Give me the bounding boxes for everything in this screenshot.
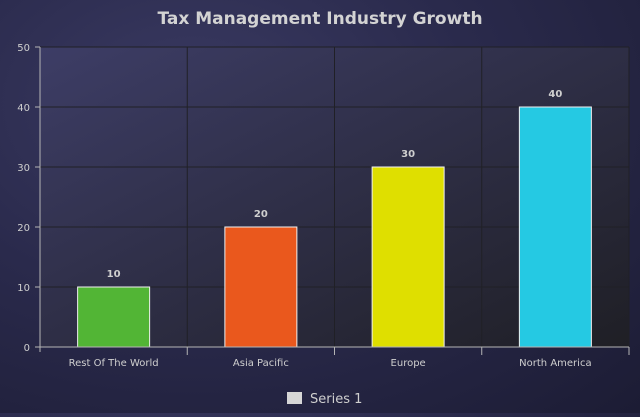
bar[interactable]: [518, 106, 592, 348]
y-tick-label: 50: [17, 43, 30, 54]
data-label: 30: [401, 149, 415, 160]
y-tick-label: 40: [17, 103, 30, 114]
x-tick-labels: Rest Of The World Asia Pacific Europe North…: [69, 358, 592, 369]
x-tick-label: Asia Pacific: [233, 358, 289, 369]
y-tick-label: 0: [24, 343, 30, 354]
y-tick-label: 10: [17, 283, 30, 294]
axes: [35, 46, 630, 355]
legend-swatch: [287, 392, 302, 404]
bar[interactable]: [77, 286, 151, 348]
x-tick-label: North America: [519, 358, 591, 369]
data-labels: 10 20 30 40: [107, 89, 563, 280]
y-tick-labels: 0 10 20 30 40 50: [17, 43, 30, 354]
data-label: 20: [254, 209, 268, 220]
chart-title: Tax Management Industry Growth: [157, 9, 482, 29]
legend-label: Series 1: [310, 392, 362, 407]
legend[interactable]: Series 1: [287, 392, 362, 407]
y-tick-label: 20: [17, 223, 30, 234]
x-tick-label: Rest Of The World: [69, 358, 159, 369]
y-tick-label: 30: [17, 163, 30, 174]
data-label: 40: [548, 89, 562, 100]
bar[interactable]: [224, 226, 298, 348]
bars: [77, 106, 592, 348]
bar[interactable]: [371, 166, 445, 348]
data-label: 10: [107, 269, 121, 280]
x-tick-label: Europe: [391, 358, 426, 369]
